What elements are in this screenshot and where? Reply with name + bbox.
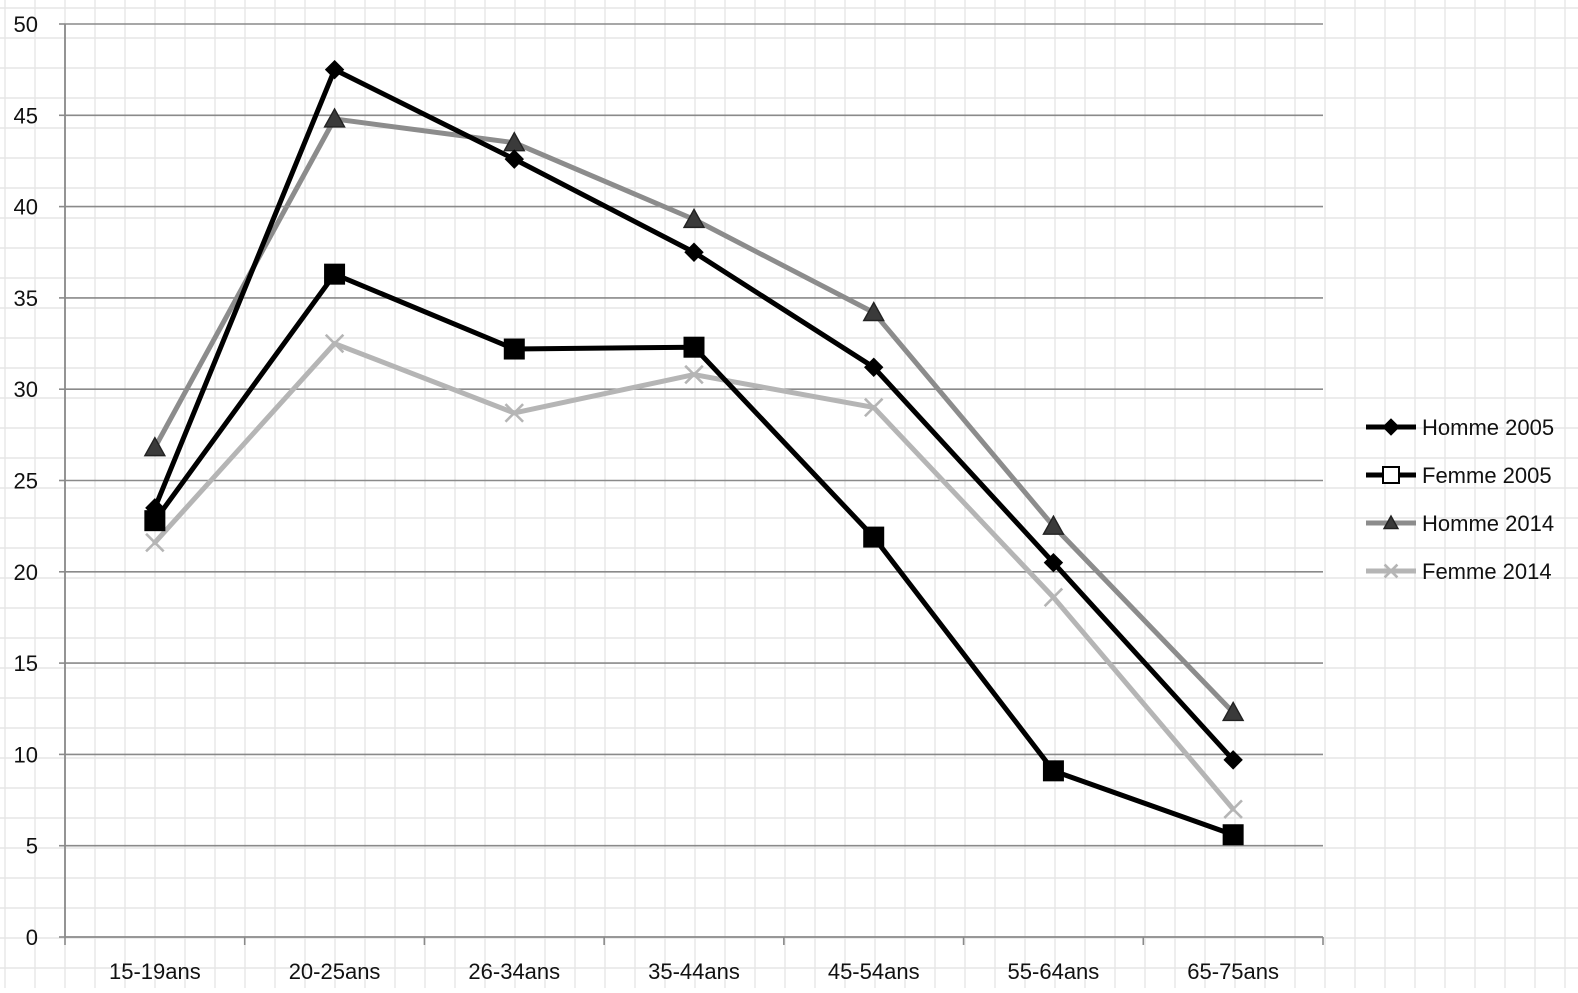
marker-diamond-point [864, 357, 884, 377]
marker-triangle-point [862, 301, 885, 322]
y-tick-label: 0 [26, 925, 38, 950]
marker-square-point [1042, 760, 1064, 782]
series-markers [143, 59, 1245, 846]
marker-diamond-legend [1382, 418, 1400, 436]
marker-x-legend-stroke-b [1383, 563, 1399, 579]
marker-x-point-stroke-b [863, 397, 884, 418]
horizontal-gridlines [59, 23, 1323, 938]
y-tick-label: 35 [14, 286, 38, 311]
y-tick-label: 15 [14, 651, 38, 676]
x-tick-label: 45-54ans [828, 959, 920, 984]
x-tick-label: 26-34ans [468, 959, 560, 984]
series-points-homme-2014 [143, 107, 1245, 722]
x-tick-label: 15-19ans [109, 959, 201, 984]
marker-diamond-point [324, 59, 345, 80]
y-tick-label: 20 [14, 560, 38, 585]
marker-triangle-legend [1382, 514, 1400, 530]
y-tick-label: 30 [14, 377, 38, 402]
marker-square-point [503, 338, 525, 360]
marker-diamond-point [1223, 750, 1243, 770]
marker-triangle-point [1042, 514, 1065, 535]
marker-square-point [683, 336, 705, 358]
x-tick-label: 55-64ans [1008, 959, 1100, 984]
marker-diamond-point [1043, 552, 1064, 573]
legend-label: Homme 2014 [1422, 511, 1554, 536]
legend-item-femme-2014: Femme 2014 [1366, 559, 1552, 584]
y-tick-label: 10 [14, 742, 38, 767]
y-tick-label: 40 [14, 195, 38, 220]
series-line-homme-2005 [152, 67, 1236, 763]
x-tick-label: 35-44ans [648, 959, 740, 984]
x-axis-tick-labels: 15-19ans 20-25ans 26-34ans 35-44ans 45-54ans… [109, 959, 1279, 984]
marker-square-point [863, 526, 885, 548]
legend: Homme 2005 Femme 2005 Homme 2014 Femme 2014 [1366, 415, 1554, 584]
y-tick-label: 50 [14, 12, 38, 37]
legend-item-femme-2005: Femme 2005 [1366, 463, 1552, 488]
marker-diamond-point [684, 242, 704, 262]
marker-diamond-point [145, 498, 165, 518]
series-points-homme-2005 [145, 59, 1243, 770]
series-line-femme-2005 [152, 271, 1236, 838]
marker-square-point [324, 263, 346, 285]
marker-x-point-stroke-b [145, 532, 165, 553]
series-points-femme-2014 [145, 333, 1243, 819]
series-lines [152, 67, 1236, 838]
marker-diamond-point [504, 149, 524, 169]
marker-triangle-point [1221, 700, 1245, 722]
marker-x-point-stroke-b [1043, 587, 1064, 608]
marker-x-point-stroke-b [1223, 799, 1243, 819]
legend-label: Homme 2005 [1422, 415, 1554, 440]
series-points-femme-2005 [144, 263, 1244, 846]
axes [64, 24, 1324, 945]
legend-item-homme-2005: Homme 2005 [1366, 415, 1554, 440]
marker-triangle-point [143, 436, 167, 457]
y-tick-label: 45 [14, 103, 38, 128]
y-tick-label: 5 [26, 834, 38, 859]
marker-triangle-point [682, 207, 706, 229]
x-tick-label: 20-25ans [289, 959, 381, 984]
series-line-femme-2014 [152, 341, 1236, 812]
marker-triangle-point [323, 107, 346, 128]
marker-x-point-stroke-b [504, 403, 525, 423]
marker-x-point-stroke-b [684, 364, 704, 385]
legend-label: Femme 2014 [1422, 559, 1552, 584]
marker-x-point-stroke-b [324, 333, 345, 354]
y-axis-tick-labels: 0 5 10 15 20 25 30 35 40 45 50 [14, 12, 38, 950]
marker-square-point [1222, 824, 1244, 846]
legend-label: Femme 2005 [1422, 463, 1552, 488]
y-tick-label: 25 [14, 469, 38, 494]
x-tick-label: 65-75ans [1187, 959, 1279, 984]
legend-item-homme-2014: Homme 2014 [1366, 511, 1554, 536]
legend-marker-square [1382, 466, 1400, 484]
